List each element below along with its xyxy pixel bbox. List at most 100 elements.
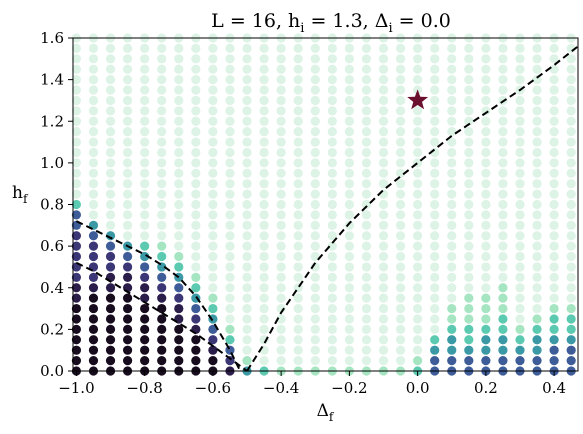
data-point bbox=[430, 168, 440, 178]
data-point bbox=[327, 220, 337, 230]
data-point bbox=[361, 43, 372, 54]
data-point bbox=[430, 116, 440, 126]
data-point bbox=[395, 168, 406, 178]
data-point bbox=[430, 199, 440, 210]
data-point bbox=[174, 75, 184, 85]
data-point bbox=[71, 251, 82, 262]
data-point bbox=[481, 64, 491, 74]
data-point bbox=[481, 262, 491, 272]
data-point bbox=[242, 64, 252, 74]
data-point bbox=[447, 335, 457, 345]
data-point bbox=[242, 43, 252, 54]
data-point bbox=[498, 303, 508, 314]
data-point bbox=[515, 64, 525, 74]
data-point bbox=[395, 272, 406, 282]
data-point bbox=[395, 355, 406, 366]
data-point bbox=[191, 241, 201, 251]
data-point bbox=[105, 324, 116, 334]
data-point bbox=[122, 54, 133, 64]
data-point bbox=[140, 43, 150, 54]
data-point bbox=[71, 116, 82, 126]
data-point bbox=[378, 199, 389, 210]
data-point bbox=[327, 303, 337, 314]
data-point bbox=[71, 314, 82, 324]
data-point bbox=[174, 147, 184, 158]
data-point bbox=[532, 179, 542, 189]
data-point bbox=[191, 127, 201, 137]
data-point bbox=[259, 54, 269, 64]
data-point bbox=[498, 116, 508, 126]
data-point bbox=[310, 293, 320, 303]
data-point bbox=[122, 158, 133, 168]
data-point bbox=[174, 137, 184, 147]
data-point bbox=[481, 168, 491, 178]
data-point bbox=[378, 168, 389, 178]
data-point bbox=[71, 272, 82, 282]
data-point bbox=[225, 116, 235, 126]
data-point bbox=[242, 158, 252, 168]
data-point bbox=[344, 127, 354, 137]
data-point bbox=[481, 231, 491, 241]
data-point bbox=[105, 293, 116, 303]
data-point bbox=[88, 303, 99, 314]
data-point bbox=[395, 147, 406, 158]
data-point bbox=[88, 231, 99, 241]
data-point bbox=[208, 116, 218, 126]
data-point bbox=[413, 355, 423, 366]
data-point bbox=[191, 303, 201, 314]
data-point bbox=[344, 314, 354, 324]
data-point bbox=[430, 251, 440, 262]
data-point bbox=[532, 355, 542, 366]
data-point bbox=[208, 262, 218, 272]
data-point bbox=[105, 189, 116, 199]
data-point bbox=[361, 293, 372, 303]
data-point bbox=[532, 262, 542, 272]
data-point bbox=[327, 355, 337, 366]
data-point bbox=[532, 293, 542, 303]
data-point bbox=[413, 303, 423, 314]
data-point bbox=[225, 220, 235, 230]
data-point bbox=[549, 106, 559, 116]
data-point bbox=[447, 137, 457, 147]
data-point bbox=[225, 137, 235, 147]
data-point bbox=[430, 43, 440, 54]
data-point bbox=[71, 127, 82, 137]
data-point bbox=[566, 179, 576, 189]
data-point bbox=[242, 189, 252, 199]
data-point bbox=[225, 106, 235, 116]
data-point bbox=[481, 54, 491, 64]
data-point bbox=[105, 43, 116, 54]
data-point bbox=[71, 335, 82, 345]
data-point bbox=[515, 303, 525, 314]
data-point bbox=[71, 241, 82, 251]
data-point bbox=[310, 158, 320, 168]
data-point bbox=[105, 95, 116, 106]
data-point bbox=[532, 210, 542, 220]
data-point bbox=[566, 262, 576, 272]
data-point bbox=[515, 179, 525, 189]
data-point bbox=[174, 64, 184, 74]
data-point bbox=[276, 85, 286, 95]
data-point bbox=[515, 220, 525, 230]
data-point bbox=[481, 283, 491, 293]
data-point bbox=[327, 262, 337, 272]
data-point bbox=[566, 251, 576, 262]
data-point bbox=[88, 158, 99, 168]
data-point bbox=[140, 64, 150, 74]
data-point bbox=[413, 262, 423, 272]
data-point bbox=[276, 43, 286, 54]
data-point bbox=[105, 64, 116, 74]
data-point bbox=[293, 241, 303, 251]
data-point bbox=[464, 54, 474, 64]
data-point bbox=[549, 199, 559, 210]
data-point bbox=[549, 85, 559, 95]
data-point bbox=[515, 137, 525, 147]
data-point bbox=[361, 64, 372, 74]
data-point bbox=[242, 283, 252, 293]
data-point bbox=[566, 303, 576, 314]
data-point bbox=[174, 168, 184, 178]
data-point bbox=[430, 179, 440, 189]
data-point bbox=[310, 210, 320, 220]
data-point bbox=[430, 158, 440, 168]
data-point bbox=[140, 324, 150, 334]
